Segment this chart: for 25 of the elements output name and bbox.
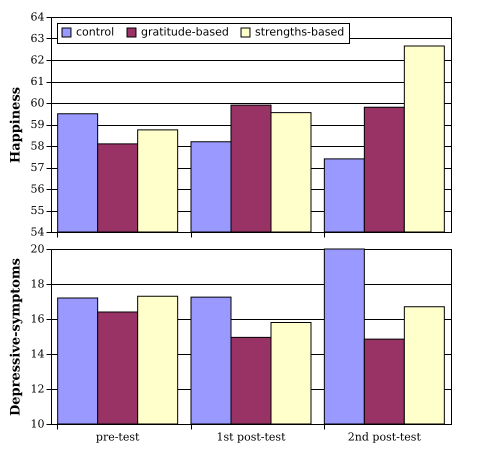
y-tick-label: 63: [30, 32, 44, 45]
y-tick-label: 61: [30, 75, 44, 88]
x-tick-label: pre-test: [96, 430, 140, 444]
y-tick-label: 54: [30, 226, 44, 238]
legend-label: gratitude-based: [141, 26, 229, 39]
y-axis-title: Depressive-symptoms: [8, 258, 24, 416]
y-tick-label: 59: [30, 118, 44, 131]
y-tick-label: 14: [30, 348, 44, 360]
y-tick-label: 60: [30, 96, 44, 110]
y-tick-label: 62: [30, 54, 44, 66]
y-tick-label: 55: [30, 204, 44, 217]
x-tick-label: 1st post-test: [216, 430, 286, 444]
y-tick-label: 56: [30, 182, 44, 196]
legend-label: control: [76, 26, 114, 39]
y-tick-label: 16: [30, 312, 44, 326]
y-tick-label: 12: [30, 382, 44, 396]
y-tick-label: 57: [30, 161, 44, 174]
y-axis-title: Happiness: [8, 86, 24, 164]
y-tick-label: 58: [30, 140, 44, 152]
y-tick-label: 18: [30, 278, 44, 290]
y-tick-label: 10: [30, 418, 44, 430]
y-tick-label: 64: [30, 10, 44, 24]
legend-label: strengths-based: [255, 26, 344, 39]
y-tick-label: 20: [30, 242, 44, 256]
x-tick-label: 2nd post-test: [348, 430, 422, 444]
